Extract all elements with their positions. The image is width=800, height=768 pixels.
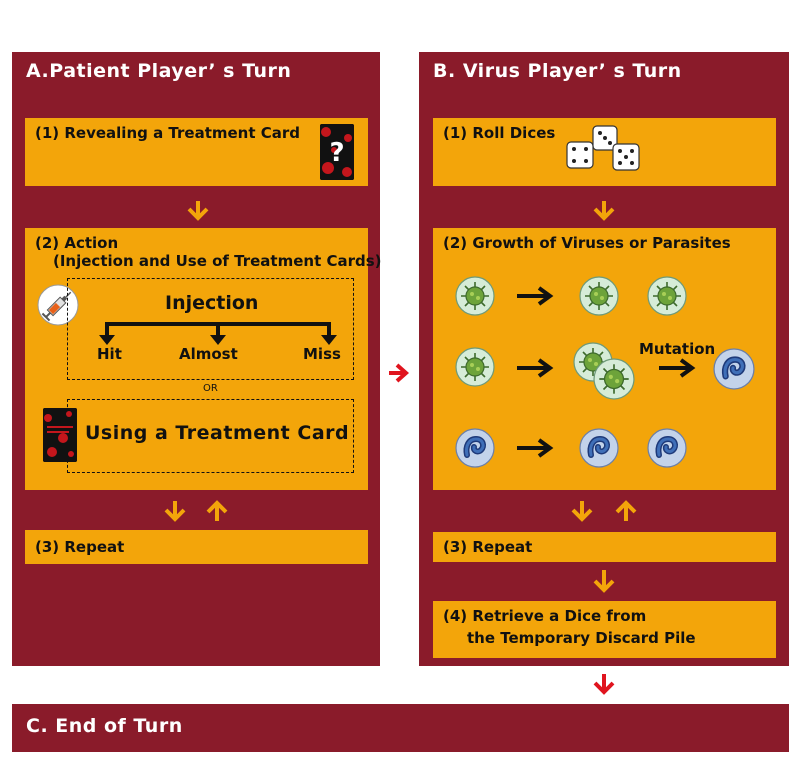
- injection-option-box: [67, 278, 354, 380]
- outcome-miss: Miss: [303, 345, 341, 363]
- mutation-label: Mutation: [639, 340, 716, 358]
- end-of-turn-panel: C. End of Turn: [12, 704, 789, 752]
- virus-turn-panel: B. Virus Player’ s Turn (1) Roll Dices (…: [419, 52, 789, 666]
- virus-icon: [579, 276, 619, 316]
- flow-arrow-down-icon: [593, 570, 615, 593]
- retrieve-dice-step: (4) Retrieve a Dice from the Temporary D…: [433, 601, 776, 658]
- or-label: OR: [203, 383, 218, 394]
- growth-label: (2) Growth of Viruses or Parasites: [443, 234, 731, 252]
- action-label: (2) Action: [35, 234, 119, 252]
- flow-arrow-up-icon: [206, 500, 228, 521]
- flow-arrow-down-icon: [164, 501, 186, 522]
- treatment-card-icon: ?: [320, 124, 354, 180]
- using-treatment-card-label: Using a Treatment Card: [85, 422, 350, 444]
- treatment-card-icon: [43, 408, 77, 462]
- virus-repeat-step: (3) Repeat: [433, 532, 776, 562]
- dice-icon: [566, 125, 640, 171]
- growth-step: (2) Growth of Viruses or Parasites: [433, 228, 776, 490]
- virus-icon: [593, 358, 635, 400]
- reveal-treatment-card-label: (1) Revealing a Treatment Card: [35, 124, 301, 142]
- end-of-turn-title: C. End of Turn: [26, 715, 183, 737]
- growth-arrow-icon: [517, 286, 554, 306]
- growth-arrow-icon: [517, 438, 554, 458]
- reveal-treatment-card-step: (1) Revealing a Treatment Card ?: [25, 118, 368, 186]
- outcome-almost: Almost: [179, 345, 238, 363]
- action-sublabel: (Injection and Use of Treatment Cards): [53, 252, 382, 270]
- virus-icon: [455, 347, 495, 387]
- action-step: (2) Action (Injection and Use of Treatme…: [25, 228, 382, 490]
- injection-branch-diagram: [99, 322, 337, 345]
- flow-arrow-up-icon: [615, 500, 637, 521]
- growth-arrow-icon: [517, 358, 554, 378]
- retrieve-dice-sublabel: the Temporary Discard Pile: [467, 629, 696, 647]
- virus-icon: [647, 276, 687, 316]
- transition-arrow-down-icon: [593, 674, 615, 695]
- mutation-arrow-icon: [659, 358, 696, 378]
- injection-title: Injection: [165, 292, 259, 314]
- svg-text:?: ?: [329, 138, 344, 168]
- roll-dices-label: (1) Roll Dices: [443, 124, 556, 142]
- outcome-hit: Hit: [97, 345, 122, 363]
- parasite-icon: [579, 428, 619, 468]
- virus-icon: [455, 276, 495, 316]
- flow-arrow-down-icon: [593, 201, 615, 221]
- parasite-icon: [647, 428, 687, 468]
- flow-arrow-down-icon: [571, 501, 593, 522]
- retrieve-dice-label: (4) Retrieve a Dice from: [443, 607, 647, 625]
- virus-repeat-label: (3) Repeat: [443, 538, 533, 556]
- virus-turn-title: B. Virus Player’ s Turn: [433, 60, 682, 82]
- patient-repeat-label: (3) Repeat: [35, 538, 125, 556]
- parasite-icon: [713, 348, 755, 390]
- flow-arrow-down-icon: [187, 201, 209, 221]
- parasite-icon: [455, 428, 495, 468]
- patient-turn-panel: A.Patient Player’ s Turn (1) Revealing a…: [12, 52, 382, 666]
- transition-arrow-right-icon: [389, 363, 410, 383]
- roll-dices-step: (1) Roll Dices: [433, 118, 776, 186]
- patient-turn-title: A.Patient Player’ s Turn: [26, 60, 292, 82]
- patient-repeat-step: (3) Repeat: [25, 530, 368, 564]
- syringe-icon: [37, 284, 79, 326]
